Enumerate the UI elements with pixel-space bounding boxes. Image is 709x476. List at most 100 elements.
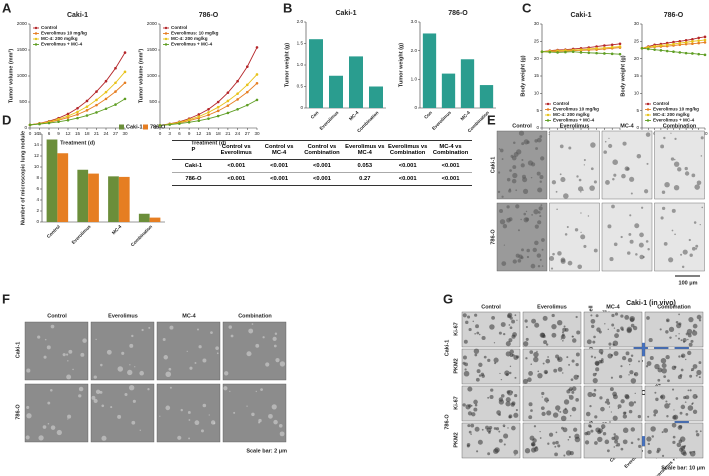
micrograph-texture: [583, 164, 586, 166]
data-point: [610, 43, 614, 47]
micrograph-texture: [563, 454, 566, 457]
micrograph-texture: [566, 389, 571, 394]
table-cell: <0.001: [386, 172, 430, 186]
micrograph-texture: [468, 327, 472, 332]
micrograph-texture: [665, 318, 670, 323]
micrograph: [222, 321, 287, 381]
micrograph-texture: [695, 244, 699, 248]
micrograph-texture: [678, 313, 680, 316]
micrograph-texture: [534, 322, 540, 328]
micrograph-texture: [559, 173, 562, 176]
micrograph-texture: [515, 408, 518, 412]
micrograph-texture: [573, 427, 578, 432]
micrograph-texture: [532, 438, 537, 443]
micrograph-texture: [197, 328, 199, 331]
row-group-label: Caki-1: [444, 340, 450, 357]
micrograph-texture: [527, 377, 532, 383]
micrograph-texture: [561, 331, 564, 334]
micrograph-texture: [699, 223, 701, 226]
data-point: [38, 122, 41, 126]
micrograph-texture: [530, 162, 536, 167]
micrograph-texture: [526, 255, 530, 259]
data-point: [57, 120, 60, 124]
data-point: [28, 123, 32, 127]
data-point: [216, 114, 220, 118]
micrograph-texture: [525, 325, 528, 329]
data-point: [168, 123, 171, 126]
micrograph-texture: [148, 326, 151, 329]
micrograph-texture: [564, 328, 569, 332]
data-point: [703, 35, 707, 39]
micrograph-texture: [522, 177, 528, 183]
micrograph-texture: [517, 229, 520, 232]
micrograph-texture: [493, 342, 496, 344]
micrograph-texture: [590, 355, 594, 358]
table-cell: Everolimus vs Combination: [386, 140, 430, 160]
micrograph-texture: [607, 353, 613, 359]
micrograph-texture: [536, 137, 542, 143]
chart-title: Caki-1: [335, 10, 356, 17]
micrograph: [601, 202, 653, 272]
micrograph-texture: [593, 388, 597, 392]
micrograph-texture: [687, 338, 689, 341]
micrograph-texture: [478, 374, 482, 377]
micrograph-texture: [514, 454, 516, 456]
micrograph-texture: [661, 431, 664, 434]
column-label: Everolimus: [108, 313, 138, 319]
bar: [77, 169, 89, 222]
micrograph-texture: [462, 355, 467, 360]
data-point: [653, 48, 656, 51]
micrograph-texture: [586, 339, 592, 345]
micrograph-texture: [562, 408, 569, 415]
y-tick-label: 10: [34, 164, 40, 169]
micrograph-texture: [523, 212, 527, 216]
micrograph-texture: [659, 328, 662, 331]
micrograph-texture: [516, 355, 520, 359]
y-tick-label: 5: [536, 108, 539, 113]
y-tick-label: 20: [534, 56, 540, 61]
micrograph-texture: [134, 366, 136, 368]
micrograph-texture: [472, 320, 474, 323]
micrograph-texture: [555, 354, 560, 359]
micrograph-texture: [511, 319, 516, 324]
micrograph-texture: [589, 185, 595, 191]
data-point: [571, 50, 575, 54]
x-tick-label: 6: [48, 131, 51, 136]
micrograph-texture: [601, 427, 604, 430]
micrograph-texture: [560, 258, 566, 264]
legend-swatch: [646, 108, 650, 111]
micrograph-texture: [93, 375, 97, 379]
micrograph-texture: [78, 386, 84, 392]
micrograph-texture: [687, 405, 694, 411]
micrograph-texture: [590, 318, 596, 324]
data-point: [57, 117, 60, 121]
legend-label: Everolimus 10 mg/kg: [553, 107, 599, 112]
micrograph-texture: [613, 327, 616, 329]
micrograph-texture: [503, 443, 506, 446]
micrograph-texture: [555, 405, 561, 411]
micrograph-texture: [497, 171, 501, 174]
micrograph-texture: [608, 406, 611, 408]
micrograph-texture: [480, 372, 485, 376]
micrograph-texture: [95, 338, 97, 341]
scale-bar-label: Scale bar: 10 μm: [661, 465, 705, 471]
micrograph-texture: [474, 353, 478, 357]
micrograph-texture: [101, 404, 105, 408]
legend-swatch: [164, 26, 168, 30]
micrograph-texture: [693, 221, 697, 224]
micrograph-texture: [188, 437, 191, 440]
data-point: [85, 99, 89, 103]
micrograph-texture: [562, 427, 568, 433]
micrograph-texture: [106, 349, 112, 355]
micrograph-texture: [163, 355, 169, 360]
micrograph-texture: [539, 332, 546, 338]
micrograph-texture: [500, 394, 505, 398]
micrograph-texture: [638, 242, 644, 248]
micrograph-texture: [688, 342, 693, 347]
data-point: [672, 40, 675, 44]
micrograph-texture: [685, 395, 690, 400]
y-tick-label: 500: [149, 99, 157, 104]
micrograph-texture: [612, 343, 615, 346]
micrograph-texture: [544, 397, 549, 403]
micrograph-texture: [467, 424, 471, 428]
